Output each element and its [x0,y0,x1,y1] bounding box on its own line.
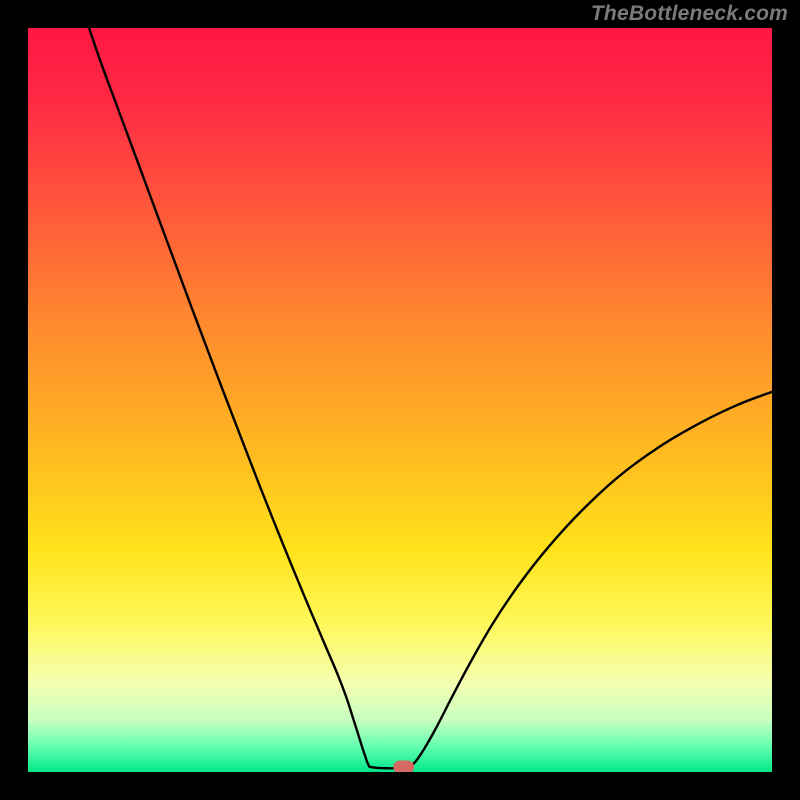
chart-frame: TheBottleneck.com [0,0,800,800]
plot-area [28,28,772,772]
watermark-text: TheBottleneck.com [591,2,788,26]
gradient-background [28,28,772,772]
